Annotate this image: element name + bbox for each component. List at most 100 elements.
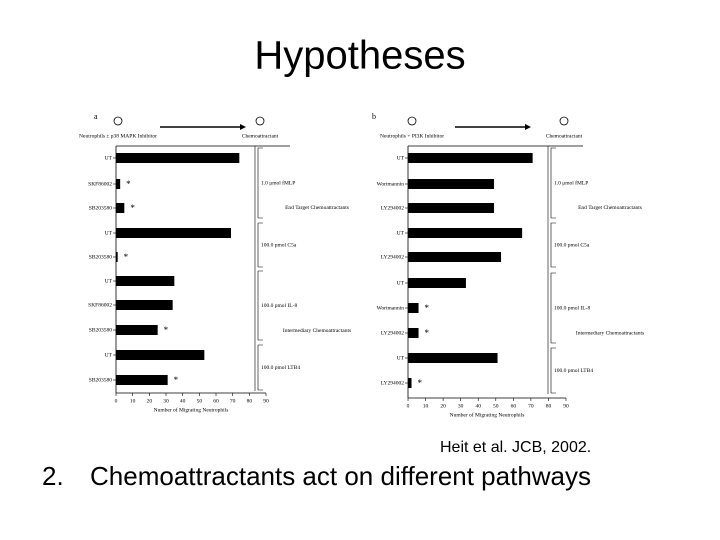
bar	[116, 153, 240, 163]
x-tick-label: 70	[230, 398, 236, 404]
group-label: 100.0 pmol LTB4	[554, 368, 593, 374]
group-label: 100.0 pmol IL-8	[554, 305, 590, 311]
bar	[116, 350, 205, 360]
group-label: 1.0 μmol fMLP	[554, 179, 588, 186]
category-label: SKF86002	[88, 181, 112, 187]
x-tick-label: 0	[407, 403, 410, 409]
panel-label: b	[372, 112, 376, 121]
bar	[408, 303, 419, 313]
citation: Heit et al. JCB, 2002.	[440, 439, 591, 456]
group-bracket	[550, 272, 556, 344]
cell-icon	[559, 116, 569, 126]
x-tick-label: 10	[130, 398, 136, 404]
slide-title: Hypotheses	[254, 34, 465, 78]
significance: *	[418, 378, 423, 388]
bar	[116, 179, 121, 189]
significance: *	[130, 203, 135, 213]
bar	[408, 252, 502, 262]
x-tick-label: 50	[493, 403, 499, 409]
figure-bg	[85, 106, 610, 416]
category-label: SB203580	[89, 254, 112, 260]
category-label: SB203580	[89, 205, 112, 211]
class-label: End Target Chemoattractants	[578, 205, 642, 211]
group-label: 100.0 pmol IL-8	[261, 303, 297, 309]
category-label: Wortmannin	[377, 181, 405, 187]
bar	[408, 378, 412, 388]
x-tick-label: 50	[197, 398, 203, 404]
category-label: LY294002	[381, 205, 405, 211]
significance: *	[174, 375, 179, 385]
significance: *	[425, 328, 430, 338]
group-label: 100.0 pmol C5a	[261, 242, 297, 248]
class-label: Intermediary Chemoattractants	[576, 330, 644, 336]
group-bracket	[550, 147, 556, 219]
significance: *	[126, 179, 131, 189]
bar	[408, 278, 466, 288]
x-tick-label: 20	[440, 403, 446, 409]
category-label: LY294002	[381, 254, 405, 260]
arrowhead	[240, 124, 246, 130]
x-tick-label: 70	[528, 403, 534, 409]
panel-label: a	[94, 112, 98, 121]
cell-icon	[113, 116, 123, 126]
cell-icon	[255, 116, 265, 126]
category-label: LY294002	[381, 380, 405, 386]
group-bracket	[550, 222, 556, 268]
x-axis-label: Number of Migrating Neutrophils	[450, 411, 525, 418]
x-tick-label: 90	[263, 398, 269, 404]
bar	[116, 325, 158, 335]
category-label: SKF86002	[88, 302, 112, 308]
x-tick-label: 60	[511, 403, 517, 409]
x-tick-label: 20	[147, 398, 153, 404]
bar	[408, 153, 533, 163]
x-tick-label: 40	[180, 398, 186, 404]
category-label: LY294002	[381, 330, 405, 336]
category-label: UT	[105, 352, 113, 358]
cell-icon	[407, 116, 417, 126]
bullet-number: 2.	[42, 461, 64, 491]
group-bracket	[257, 270, 263, 341]
category-label: Wortmannin	[377, 305, 405, 311]
bar	[116, 252, 118, 262]
class-label: End Target Chemoattractants	[285, 205, 349, 211]
bar	[116, 375, 168, 385]
group-bracket	[257, 147, 263, 219]
bar	[408, 179, 495, 189]
figure: a Neutrophils ± p38 MAPK Inhibitor Chemoat…	[79, 106, 644, 418]
header-left: Neutrophils + PI3K Inhibitor	[380, 133, 444, 139]
header-left: Neutrophils ± p38 MAPK Inhibitor	[79, 133, 157, 139]
group-bracket	[550, 347, 556, 394]
bullet-text: Chemoattractants act on different pathwa…	[90, 461, 591, 491]
category-label: SB203580	[89, 377, 112, 383]
category-label: UT	[397, 155, 405, 161]
x-tick-label: 40	[475, 403, 481, 409]
category-label: UT	[397, 280, 405, 286]
bar	[116, 203, 125, 213]
x-tick-label: 90	[563, 403, 569, 409]
category-label: UT	[397, 230, 405, 236]
class-label: Intermediary Chemoattractants	[283, 328, 351, 334]
category-label: UT	[105, 278, 113, 284]
group-bracket	[257, 344, 263, 391]
group-label: 100.0 pmol C5a	[554, 242, 590, 248]
x-tick-label: 30	[458, 403, 464, 409]
category-label: UT	[105, 230, 113, 236]
bar	[116, 276, 175, 286]
bar	[116, 228, 231, 238]
x-tick-label: 80	[247, 398, 253, 404]
x-tick-label: 0	[115, 398, 118, 404]
significance: *	[425, 303, 430, 313]
bar	[408, 353, 498, 363]
category-label: UT	[105, 155, 113, 161]
group-label: 100.0 pmol LTB4	[261, 365, 300, 371]
arrowhead	[525, 124, 531, 130]
x-tick-label: 80	[546, 403, 552, 409]
x-tick-label: 10	[423, 403, 429, 409]
bar	[408, 328, 419, 338]
bar	[116, 300, 173, 310]
category-label: UT	[397, 355, 405, 361]
significance: *	[164, 325, 169, 335]
header-right: Chemoattractant	[242, 133, 279, 139]
x-tick-label: 60	[213, 398, 219, 404]
